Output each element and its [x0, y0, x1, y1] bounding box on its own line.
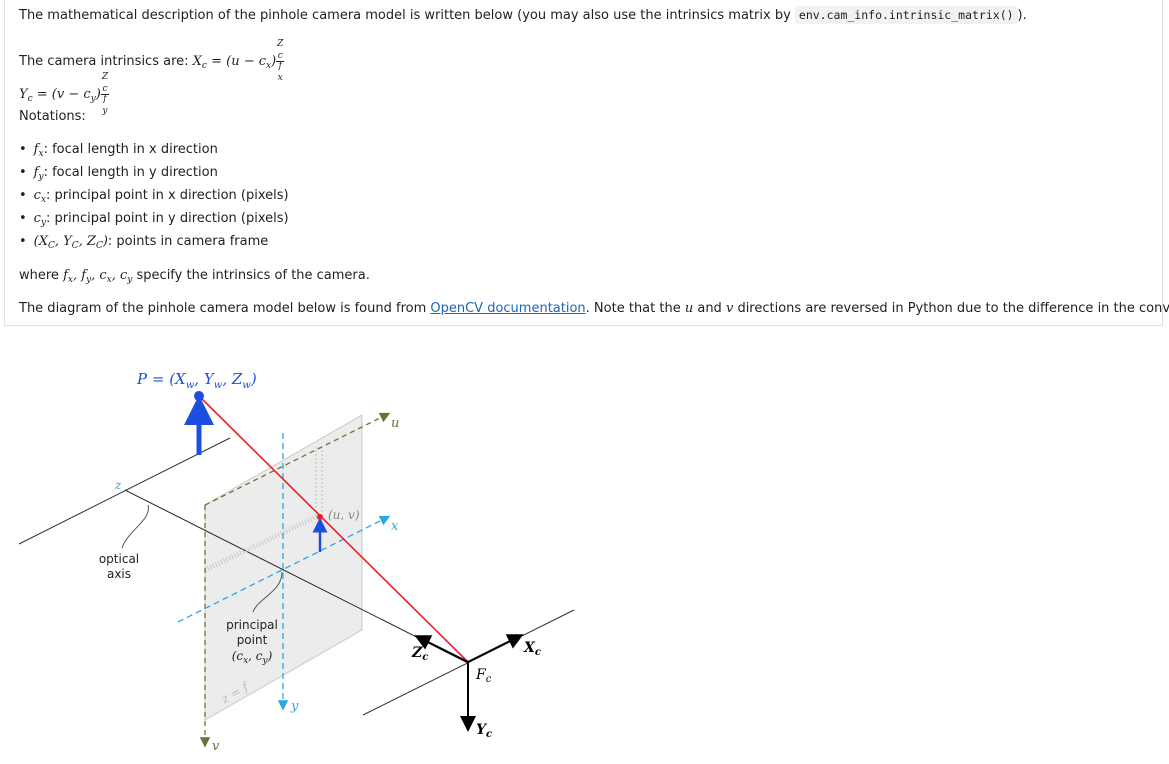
- principal-point-leader: [252, 571, 283, 613]
- opencv-doc-link[interactable]: OpenCV documentation: [430, 301, 586, 316]
- diagram-note: The diagram of the pinhole camera model …: [19, 301, 1169, 316]
- intrinsic-matrix-code: env.cam_info.intrinsic_matrix(): [794, 6, 1018, 24]
- notation-item: cy: principal point in y direction (pixe…: [19, 211, 289, 234]
- xc-axis: [467, 634, 524, 663]
- xc-label: Xc: [523, 640, 541, 658]
- intro-text: The mathematical description of the pinh…: [19, 6, 1027, 24]
- notations-label: Notations:: [19, 109, 86, 124]
- notation-list: fx: focal length in x direction fy: foca…: [19, 142, 289, 257]
- z-axis-line: [124, 489, 469, 664]
- u-ruler: [315, 447, 323, 519]
- intrinsics-line: The camera intrinsics are: Xc = (u − cx)…: [19, 39, 285, 83]
- u-axis-dashed: [204, 412, 391, 506]
- notation-item: cx: principal point in x direction (pixe…: [19, 188, 289, 211]
- optical-axis-leader: [121, 504, 149, 549]
- world-point: [194, 391, 204, 401]
- x-axis-label: x: [391, 519, 399, 534]
- notation-item: (XC, YC, ZC): points in camera frame: [19, 234, 289, 257]
- yc-label: Yc: [476, 722, 492, 740]
- world-point-label: P = (Xw, Yw, Zw): [136, 370, 257, 391]
- notation-item: fx: focal length in x direction: [19, 142, 289, 165]
- projection-ray: [198, 395, 469, 663]
- zc-label: Zc: [411, 645, 428, 663]
- x-axis-dashed: [177, 515, 391, 623]
- y-axis-label: y: [290, 699, 299, 714]
- u-axis-label: u: [391, 416, 399, 431]
- notation-item: fy: focal length in y direction: [19, 165, 289, 188]
- uv-label: (u, v): [328, 508, 360, 522]
- z-axis-label: z: [114, 478, 122, 492]
- principal-point-coords: (cx, cy): [232, 649, 273, 666]
- where-line: where fx, fy, cx, cy specify the intrins…: [19, 268, 370, 285]
- intro-after: ).: [1017, 8, 1027, 23]
- optical-axis-label-2: axis: [107, 567, 131, 581]
- optical-axis-line: [18, 437, 231, 545]
- fc-label: Fc: [475, 667, 492, 685]
- intrinsics-label: The camera intrinsics are:: [19, 54, 193, 69]
- principal-point-label-2: point: [237, 633, 268, 647]
- image-point: [317, 514, 323, 520]
- optical-axis-label: optical: [99, 552, 139, 566]
- principal-point-label: principal: [226, 618, 278, 632]
- intro-before: The mathematical description of the pinh…: [19, 8, 795, 23]
- v-axis-label: v: [212, 739, 220, 754]
- pinhole-camera-diagram: P = (Xw, Yw, Zw) u v x y z (u, v) optica…: [18, 370, 575, 754]
- zc-axis: [414, 635, 469, 663]
